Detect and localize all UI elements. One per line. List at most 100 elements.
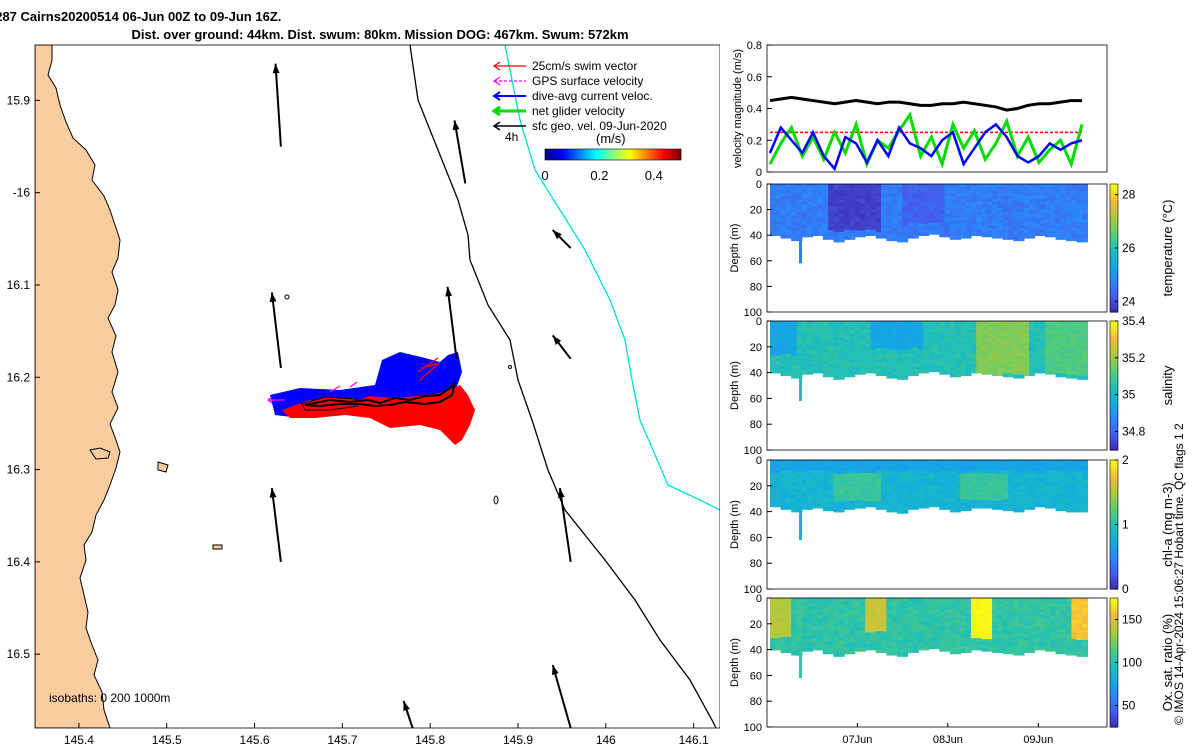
- velocity-series: [768, 122, 1083, 172]
- heatmap-cell: [1076, 212, 1083, 217]
- heatmap-cell: [891, 471, 898, 476]
- heatmap-cell: [828, 364, 835, 369]
- heatmap-cell: [812, 620, 819, 625]
- colorbar-cell: [1110, 505, 1118, 509]
- heatmap-cell: [902, 337, 909, 342]
- heatmap-cell: [891, 651, 898, 656]
- heatmap-cell: [854, 368, 861, 372]
- heatmap-cell: [796, 361, 803, 366]
- heatmap-cell: [1029, 616, 1036, 620]
- heatmap-cell: [1076, 497, 1083, 501]
- heatmap-cell: [960, 501, 967, 506]
- heatmap-cell: [928, 220, 935, 224]
- heatmap-cell: [944, 210, 951, 214]
- heatmap-cell: [965, 372, 972, 376]
- heatmap-cell: [955, 604, 962, 609]
- heatmap-cell: [933, 611, 940, 616]
- heatmap-cell: [1023, 327, 1030, 331]
- legend-arrowhead: [492, 121, 501, 131]
- colorbar-tick-label: 35.2: [1122, 351, 1146, 365]
- heatmap-cell: [1013, 227, 1020, 232]
- heatmap-cell: [902, 509, 909, 514]
- heatmap-cell: [960, 485, 967, 489]
- heatmap-cell: [770, 212, 776, 217]
- heatmap-cell: [801, 192, 808, 197]
- heatmap-cell: [960, 625, 967, 629]
- colorbar-cell: [563, 149, 566, 160]
- heatmap-cell: [886, 365, 893, 370]
- heatmap-cell: [854, 221, 861, 226]
- heatmap-cell: [902, 200, 909, 204]
- heatmap-cell: [828, 650, 835, 655]
- heatmap-cell: [775, 346, 782, 351]
- heatmap-cell: [1018, 503, 1025, 507]
- colorbar-tick-label: 0: [541, 168, 548, 183]
- heatmap-cell: [886, 613, 893, 618]
- heatmap-cell: [976, 349, 983, 354]
- heatmap-cell: [817, 467, 824, 472]
- heatmap-cell: [838, 219, 845, 224]
- heatmap-cell: [997, 604, 1004, 608]
- heatmap-cell: [965, 186, 972, 191]
- heatmap-cell: [870, 638, 877, 642]
- heatmap-cell: [796, 642, 803, 647]
- heatmap-cell: [870, 198, 877, 202]
- heatmap-cell: [780, 363, 787, 367]
- heatmap-cell: [986, 353, 993, 358]
- heatmap-cell: [1071, 224, 1078, 229]
- heatmap-cell: [1060, 321, 1067, 325]
- heatmap-cell: [992, 207, 999, 212]
- heatmap-cell: [997, 487, 1004, 491]
- heatmap-cell: [801, 329, 808, 334]
- heatmap-cell: [801, 615, 808, 620]
- heatmap-cell: [970, 229, 977, 234]
- heatmap-cell: [828, 357, 835, 362]
- heatmap-cell: [859, 624, 866, 629]
- heatmap-cell: [844, 208, 851, 213]
- heatmap-cell: [997, 192, 1004, 197]
- heatmap-cell: [992, 495, 999, 499]
- colorbar-cell: [1110, 251, 1118, 255]
- heatmap-cell: [833, 350, 840, 355]
- heatmap-cell: [1076, 200, 1083, 204]
- heatmap-cell: [833, 193, 840, 198]
- heatmap-cell: [907, 601, 914, 605]
- heatmap-cell: [812, 467, 819, 472]
- heatmap-cell: [1034, 629, 1041, 634]
- heatmap-cell: [976, 206, 983, 211]
- heatmap-cell: [992, 500, 999, 505]
- heatmap-cell: [912, 468, 919, 472]
- heatmap-cell: [828, 193, 835, 198]
- colorbar-cell: [1110, 404, 1118, 409]
- heatmap-cell: [1050, 365, 1057, 369]
- heatmap-cell: [955, 193, 962, 198]
- heatmap-cell: [965, 631, 972, 635]
- heatmap-cell: [928, 197, 935, 202]
- heatmap-cell: [933, 357, 940, 361]
- heatmap-cell: [933, 197, 940, 202]
- heatmap-cell: [1071, 505, 1078, 510]
- heatmap-cell: [1076, 639, 1083, 644]
- heatmap-cell: [828, 625, 835, 630]
- heatmap-cell: [918, 606, 925, 611]
- heatmap-cell: [1002, 607, 1009, 612]
- heatmap-cell: [986, 470, 993, 475]
- colorbar-cell: [1110, 720, 1118, 725]
- heatmap-cell: [997, 610, 1004, 614]
- colorbar-cell: [1110, 482, 1118, 487]
- heatmap-cell: [986, 483, 993, 488]
- heatmap-cell: [1018, 199, 1025, 204]
- heatmap-cell: [875, 631, 882, 635]
- heatmap-cell: [1039, 612, 1046, 616]
- heatmap-cell: [854, 341, 861, 346]
- heatmap-cell: [865, 321, 872, 325]
- coastline: [35, 45, 121, 728]
- heatmap-cell: [1002, 196, 1009, 201]
- heatmap-cell: [801, 603, 808, 608]
- heatmap-cell: [1055, 208, 1062, 213]
- heatmap-cell: [1013, 224, 1020, 229]
- heatmap-cell: [1039, 467, 1046, 472]
- heatmap-cell: [849, 500, 856, 505]
- heatmap-cell: [1060, 471, 1067, 475]
